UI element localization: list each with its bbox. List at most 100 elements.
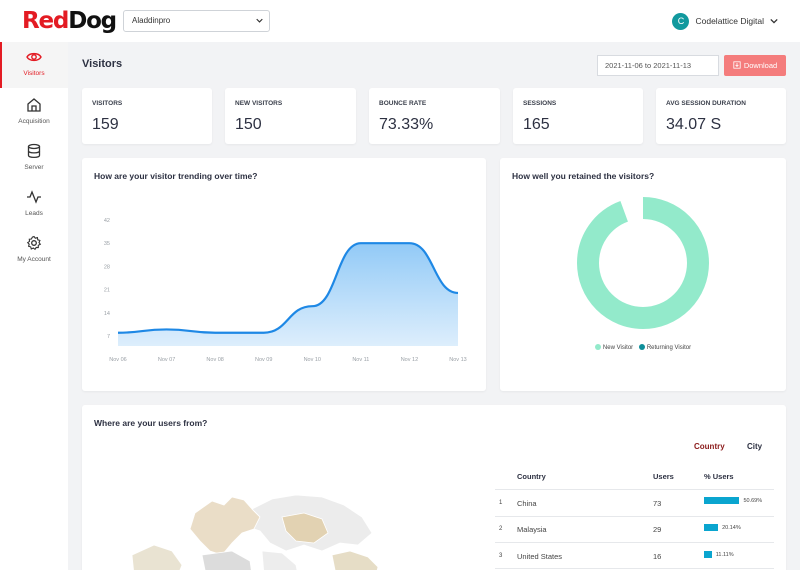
- stat-label: NEW VISITORS: [235, 100, 283, 107]
- account-menu[interactable]: C Codelattice Digital: [672, 12, 778, 30]
- retention-donut-chart: [577, 197, 709, 329]
- stat-card-bounce-rate: BOUNCE RATE 73.33%: [369, 88, 500, 144]
- home-icon: [27, 98, 41, 112]
- legend-new-visitor[interactable]: New Visitor: [594, 344, 633, 351]
- retention-card: How well you retained the visitors? New …: [500, 158, 786, 391]
- x-tick-label: Nov 11: [352, 357, 369, 363]
- stat-value: 159: [92, 116, 119, 133]
- page-title: Visitors: [82, 58, 123, 70]
- sidebar-item-server[interactable]: Server: [0, 136, 68, 182]
- stat-card-sessions: SESSIONS 165: [513, 88, 643, 144]
- y-tick-label: 42: [104, 218, 110, 224]
- row-country: Malaysia: [517, 525, 547, 534]
- row-pct-bar: [704, 551, 712, 558]
- card-title: Where are your users from?: [94, 418, 208, 428]
- x-tick-label: Nov 10: [304, 357, 321, 363]
- sidebar-item-leads[interactable]: Leads: [0, 182, 68, 228]
- sidebar: Visitors Acquisition Server Leads My Acc…: [0, 42, 68, 570]
- stat-value: 73.33%: [379, 116, 434, 133]
- row-rank: 1: [499, 500, 503, 506]
- top-bar: RedDog Aladdinpro C Codelattice Digital: [0, 0, 800, 42]
- row-users: 29: [653, 525, 662, 534]
- gear-icon: [26, 235, 42, 251]
- trend-area: [118, 243, 458, 346]
- database-icon: [27, 143, 41, 159]
- row-users: 16: [653, 552, 662, 561]
- map-region-europe: [189, 496, 261, 556]
- card-title: How are your visitor trending over time?: [94, 171, 258, 181]
- sidebar-item-label: My Account: [17, 256, 51, 263]
- x-tick-label: Nov 06: [109, 357, 126, 363]
- col-header-pct: % Users: [704, 472, 734, 481]
- trend-line: [117, 242, 459, 334]
- divider: [495, 489, 774, 490]
- sidebar-item-acquisition[interactable]: Acquisition: [0, 90, 68, 136]
- download-icon: [733, 61, 741, 69]
- x-tick-label: Nov 09: [255, 357, 272, 363]
- activity-icon: [27, 190, 41, 204]
- row-rank: 3: [499, 553, 503, 559]
- chevron-down-icon: [256, 18, 263, 23]
- account-name: Codelattice Digital: [695, 16, 764, 26]
- y-tick-label: 35: [104, 241, 110, 247]
- sidebar-item-label: Leads: [25, 210, 43, 217]
- tab-country[interactable]: Country: [694, 442, 725, 451]
- stat-label: VISITORS: [92, 100, 123, 107]
- x-tick-label: Nov 12: [401, 357, 418, 363]
- avatar: C: [672, 12, 690, 30]
- legend-returning-visitor[interactable]: Returning Visitor: [638, 344, 691, 351]
- col-header-users: Users: [653, 472, 674, 481]
- donut-slice-new-visitor[interactable]: [577, 197, 709, 329]
- stat-card-visitors: VISITORS 159: [82, 88, 212, 144]
- project-select-value: Aladdinpro: [132, 16, 171, 25]
- geo-card: Where are your users from? Country City …: [82, 405, 786, 570]
- x-tick-label: Nov 13: [449, 357, 466, 363]
- visitor-trend-card: How are your visitor trending over time?…: [82, 158, 486, 391]
- sidebar-item-label: Visitors: [23, 70, 45, 77]
- logo[interactable]: RedDog: [22, 8, 117, 34]
- sidebar-item-label: Acquisition: [18, 118, 50, 125]
- y-tick-label: 21: [104, 288, 110, 294]
- stat-label: SESSIONS: [523, 100, 557, 107]
- divider: [495, 542, 774, 543]
- row-country: United States: [517, 552, 563, 561]
- sidebar-item-visitors[interactable]: Visitors: [0, 42, 68, 88]
- row-rank: 2: [499, 526, 503, 532]
- sidebar-item-label: Server: [24, 164, 44, 171]
- map-region-americas: [131, 544, 183, 570]
- row-pct-bar: [704, 524, 719, 531]
- eye-icon: [26, 52, 42, 62]
- sidebar-item-my-account[interactable]: My Account: [0, 228, 68, 274]
- divider: [495, 568, 774, 569]
- y-tick-label: 28: [104, 264, 110, 270]
- legend-dot: [638, 344, 645, 350]
- map-region-africa: [201, 550, 252, 570]
- map-region-china: [281, 512, 329, 544]
- x-tick-label: Nov 07: [158, 357, 175, 363]
- stat-value: 165: [523, 116, 550, 133]
- date-range-picker[interactable]: 2021-11-06 to 2021-11-13: [597, 55, 719, 76]
- row-pct-bar: [704, 497, 740, 504]
- download-label: Download: [743, 61, 778, 70]
- stat-card-avg-session-duration: AVG SESSION DURATION 34.07 S: [656, 88, 786, 144]
- legend-dot: [594, 344, 601, 350]
- world-map: [131, 494, 379, 570]
- y-tick-label: 14: [104, 311, 110, 317]
- download-button[interactable]: Download: [724, 55, 786, 76]
- row-pct: 20.14%: [722, 525, 741, 531]
- row-users: 73: [653, 499, 662, 508]
- col-header-country: Country: [517, 472, 546, 481]
- map-region-south-asia: [261, 550, 298, 570]
- chevron-down-icon: [770, 18, 778, 24]
- row-pct: 11.11%: [715, 552, 734, 558]
- x-tick-label: Nov 08: [206, 357, 223, 363]
- divider: [495, 516, 774, 517]
- visitor-trend-chart: 7 14 21 28 35 42 Nov 06 Nov 07 Nov 08 Nov 09 Nov …: [104, 218, 467, 363]
- row-pct: 50.69%: [743, 498, 763, 504]
- project-select[interactable]: Aladdinpro: [123, 10, 270, 32]
- stat-label: AVG SESSION DURATION: [666, 100, 746, 107]
- tab-city[interactable]: City: [747, 442, 763, 451]
- retention-legend: New Visitor Returning Visitor: [500, 344, 786, 351]
- stat-label: BOUNCE RATE: [379, 100, 427, 107]
- stat-value: 34.07 S: [666, 116, 722, 133]
